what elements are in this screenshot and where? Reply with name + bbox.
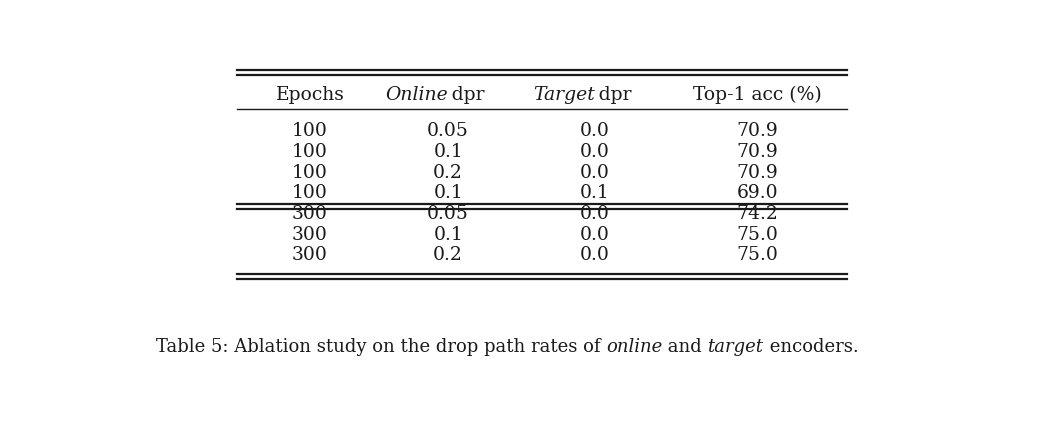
- Text: 0.05: 0.05: [427, 122, 469, 140]
- Text: 0.0: 0.0: [580, 164, 609, 182]
- Text: 0.0: 0.0: [580, 226, 609, 244]
- Text: 0.0: 0.0: [580, 143, 609, 161]
- Text: 70.9: 70.9: [736, 164, 778, 182]
- Text: 300: 300: [292, 205, 328, 223]
- Text: 100: 100: [292, 184, 328, 202]
- Text: encoders.: encoders.: [764, 338, 858, 356]
- Text: dpr: dpr: [448, 86, 485, 104]
- Text: Epochs: Epochs: [276, 86, 344, 104]
- Text: 69.0: 69.0: [736, 184, 778, 202]
- Text: 0.1: 0.1: [433, 226, 463, 244]
- Text: Online: Online: [385, 86, 448, 104]
- Text: 100: 100: [292, 122, 328, 140]
- Text: 300: 300: [292, 246, 328, 264]
- Text: 0.0: 0.0: [580, 246, 609, 264]
- Text: target: target: [707, 338, 764, 356]
- Text: 74.2: 74.2: [736, 205, 778, 223]
- Text: 70.9: 70.9: [736, 122, 778, 140]
- Text: and: and: [662, 338, 707, 356]
- Text: 100: 100: [292, 143, 328, 161]
- Text: 75.0: 75.0: [736, 246, 778, 264]
- Text: 70.9: 70.9: [736, 143, 778, 161]
- Text: Top-1 acc (%): Top-1 acc (%): [692, 86, 821, 104]
- Text: Target: Target: [533, 86, 595, 104]
- Text: online: online: [605, 338, 662, 356]
- Text: 0.0: 0.0: [580, 122, 609, 140]
- Text: 0.0: 0.0: [580, 205, 609, 223]
- Text: 0.1: 0.1: [433, 184, 463, 202]
- Text: 0.1: 0.1: [433, 143, 463, 161]
- Text: 300: 300: [292, 226, 328, 244]
- Text: 0.05: 0.05: [427, 205, 469, 223]
- Text: Table 5: Ablation study on the drop path rates of: Table 5: Ablation study on the drop path…: [155, 338, 605, 356]
- Text: 0.2: 0.2: [433, 164, 463, 182]
- Text: 100: 100: [292, 164, 328, 182]
- Text: 75.0: 75.0: [736, 226, 778, 244]
- Text: 0.2: 0.2: [433, 246, 463, 264]
- Text: 0.1: 0.1: [580, 184, 609, 202]
- Text: dpr: dpr: [595, 86, 631, 104]
